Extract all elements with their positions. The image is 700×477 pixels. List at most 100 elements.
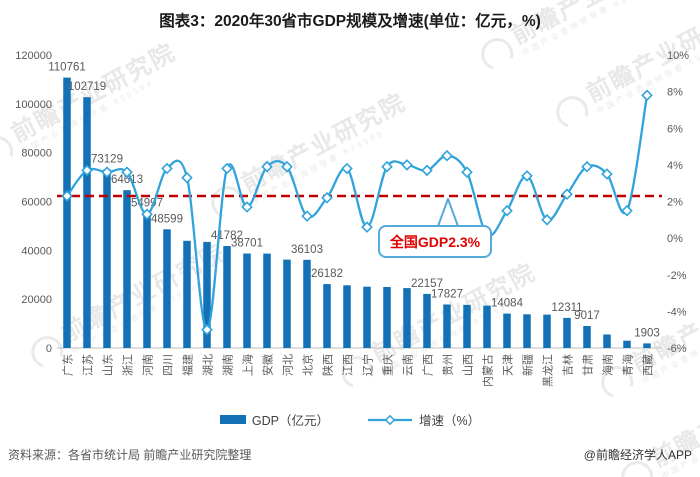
x-axis-label: 河北 [282, 354, 295, 376]
x-axis-label: 江苏 [82, 354, 95, 376]
x-axis-label: 广西 [422, 354, 435, 376]
legend-item-growth: 增速（%） [367, 410, 480, 429]
y-axis-right-tick: 0% [667, 233, 683, 245]
growth-marker [581, 160, 593, 173]
gdp-bar [103, 169, 111, 348]
x-axis-label: 湖南 [222, 354, 235, 376]
y-axis-right-tick: -2% [667, 270, 687, 282]
growth-marker [621, 204, 633, 217]
y-axis-left-tick: 100000 [15, 99, 52, 111]
legend-item-gdp: GDP（亿元） [219, 410, 329, 429]
growth-marker [361, 221, 373, 233]
gdp-bar [223, 246, 231, 348]
growth-marker [601, 168, 613, 180]
growth-marker [541, 214, 553, 226]
x-axis-label: 江西 [342, 354, 355, 376]
gdp-bar [523, 314, 531, 348]
x-axis-label: 重庆 [381, 354, 395, 376]
x-axis-label: 海南 [601, 354, 615, 376]
growth-marker [201, 323, 213, 336]
gdp-value-label: 22157 [411, 278, 443, 290]
gdp-bar [283, 259, 291, 348]
gdp-value-label: 12311 [551, 302, 582, 314]
gdp-bar [323, 284, 331, 348]
gdp-bar [243, 253, 251, 348]
x-axis-label: 新疆 [521, 354, 535, 376]
credit-note: @前瞻经济学人APP [583, 448, 692, 462]
gdp-value-label: 73129 [91, 153, 123, 165]
growth-marker [181, 171, 193, 184]
x-axis-label: 甘肃 [582, 354, 595, 376]
gdp-bar [583, 326, 591, 348]
x-axis-label: 湖北 [202, 354, 215, 376]
y-axis-left-tick: 80000 [21, 148, 52, 160]
y-axis-left-tick: 120000 [15, 50, 52, 62]
growth-marker [81, 164, 93, 177]
y-axis-left-tick: 20000 [21, 294, 52, 306]
gdp-value-label: 102719 [68, 81, 106, 93]
legend: GDP（亿元） 增速（%） [0, 410, 700, 429]
national-gdp-callout: 全国GDP2.3% [378, 225, 492, 258]
growth-marker [321, 192, 333, 204]
y-axis-left-tick: 0 [46, 343, 52, 355]
x-axis-label: 四川 [163, 354, 175, 376]
gdp-bar [423, 293, 431, 348]
x-axis-label: 黑龙江 [542, 354, 555, 387]
gdp-bar [643, 343, 651, 348]
growth-marker [121, 166, 133, 178]
x-axis-label: 安徽 [261, 354, 275, 376]
x-axis-label: 吉林 [561, 354, 575, 376]
y-axis-left-tick: 40000 [21, 245, 52, 257]
gdp-bar [123, 190, 131, 348]
y-axis-right-tick: 8% [667, 87, 683, 99]
growth-line-swatch-icon [367, 414, 412, 425]
gdp-value-label: 38701 [231, 238, 263, 250]
growth-marker [341, 162, 353, 175]
gdp-bar [303, 259, 311, 348]
growth-marker [261, 160, 273, 173]
growth-marker [501, 204, 513, 217]
gdp-bar [383, 287, 391, 348]
x-axis-label: 北京 [301, 354, 315, 376]
gdp-bar [543, 314, 551, 348]
gdp-bar [63, 77, 71, 348]
y-axis-right-tick: 4% [667, 160, 683, 172]
growth-marker [61, 190, 73, 202]
gdp-value-label: 54997 [131, 198, 163, 210]
gdp-value-label: 110761 [48, 62, 86, 74]
y-axis-left-tick: 60000 [21, 197, 52, 209]
legend-growth-label: 增速（%） [418, 414, 481, 428]
x-axis-label: 西藏 [642, 354, 655, 376]
growth-marker [401, 159, 413, 171]
gdp-bar [503, 313, 511, 348]
gdp-bar [463, 304, 471, 348]
gdp-value-label: 36103 [291, 244, 323, 256]
y-axis-right-tick: -4% [667, 306, 687, 318]
gdp-bar [263, 253, 271, 348]
gdp-bar [623, 340, 631, 348]
x-axis-label: 云南 [402, 354, 415, 376]
x-axis-label: 浙江 [122, 354, 135, 376]
x-axis-label: 广东 [62, 354, 75, 376]
gdp-bar [483, 305, 491, 348]
x-axis-label: 山东 [102, 354, 115, 376]
gdp-value-label: 26182 [311, 268, 343, 280]
growth-marker [101, 166, 113, 178]
gdp-value-label: 9017 [574, 310, 600, 322]
x-axis-label: 辽宁 [361, 354, 375, 376]
gdp-bar [363, 286, 371, 348]
growth-marker [641, 89, 653, 102]
x-axis-label: 贵州 [442, 354, 455, 376]
gdp-bar [603, 334, 611, 348]
growth-marker [421, 164, 433, 177]
gdp-bar [143, 213, 151, 348]
gdp-bar [203, 241, 211, 348]
gdp-bar-swatch-icon [219, 415, 246, 424]
gdp-bar [563, 317, 571, 348]
gdp-value-label: 17827 [431, 289, 463, 301]
growth-marker [301, 210, 313, 222]
y-axis-right-tick: -6% [667, 343, 687, 355]
x-axis-label: 山西 [462, 354, 475, 376]
y-axis-right-tick: 6% [667, 123, 683, 135]
